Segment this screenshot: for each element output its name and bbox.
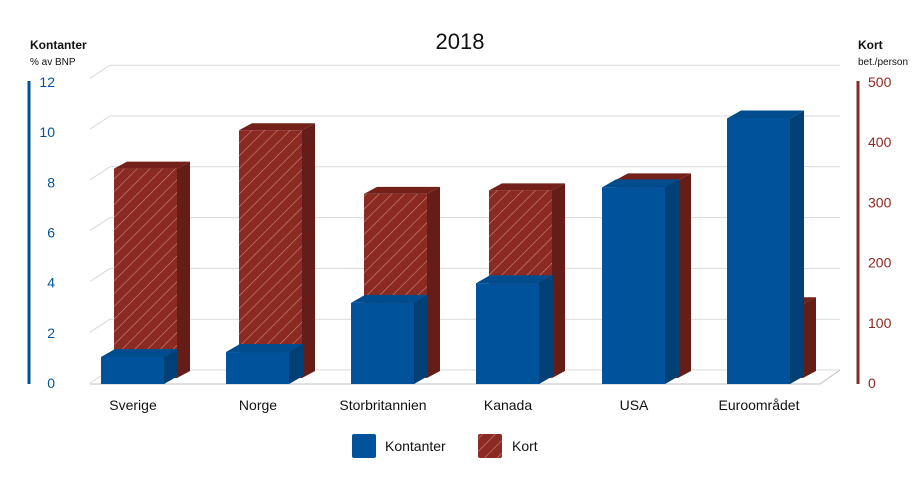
floor-line [90, 369, 841, 385]
bar-kontanter [727, 110, 804, 384]
bar-kontanter [101, 348, 178, 384]
bar-kontanter-top [476, 275, 553, 284]
bar-kontanter-front [101, 356, 164, 384]
right-axis-subtitle: bet./person [858, 57, 908, 68]
gridline-side [89, 318, 111, 333]
bar-kort [114, 161, 190, 378]
bar-kontanter [351, 294, 428, 384]
right-tick-label: 300 [868, 194, 892, 210]
legend-swatch-kort [478, 434, 502, 458]
left-tick-label: 10 [39, 124, 55, 140]
bar-kort-side [427, 186, 440, 378]
bar-kontanter-top [602, 179, 679, 188]
right-tick-label: 0 [868, 375, 876, 391]
left-tick-label: 2 [47, 325, 55, 341]
bar-kort-side [302, 123, 315, 378]
legend-swatch-kontanter [352, 434, 376, 458]
bar-kontanter-front [226, 352, 289, 384]
bar-kontanter [476, 275, 553, 384]
x-tick-label: Kanada [484, 397, 532, 413]
bar-kort-top [615, 173, 691, 181]
x-tick-label: Sverige [109, 397, 157, 413]
left-axis-subtitle: % av BNP [30, 57, 76, 68]
bar-kort-front [239, 130, 302, 378]
legend: Kontanter Kort [352, 434, 538, 458]
bar-kontanter-side [665, 179, 679, 384]
right-tick-label: 500 [868, 74, 892, 90]
left-tick-label: 6 [47, 225, 55, 241]
right-tick-label: 100 [868, 315, 892, 331]
gridline-side [89, 64, 111, 79]
legend-label-kontanter: Kontanter [385, 438, 446, 454]
left-tick-label: 0 [47, 375, 55, 391]
bar-kort-side [177, 161, 190, 378]
bar-kontanter-front [602, 187, 665, 384]
bar-kontanter-side [539, 275, 553, 384]
chart-title: 2018 [436, 29, 485, 54]
bar-kort-top [239, 123, 315, 131]
bar-kort-side [678, 173, 691, 378]
bar-kontanter-top [727, 110, 804, 119]
bar-kontanter-side [289, 344, 303, 384]
x-tick-label: Euroområdet [719, 397, 800, 413]
gridline-side [89, 217, 111, 232]
legend-label-kort: Kort [512, 438, 538, 454]
bar-kontanter-top [101, 348, 178, 357]
left-axis-title: Kontanter [30, 38, 87, 52]
bar-kontanter-front [351, 302, 414, 384]
right-tick-label: 400 [868, 134, 892, 150]
bar-kort-top [114, 161, 190, 169]
gridline-side [89, 166, 111, 181]
bar-kort-side [803, 297, 816, 378]
gridline-side [89, 115, 111, 130]
bar-kort [239, 123, 315, 378]
bar-kontanter-top [226, 344, 303, 353]
bar-kontanter [602, 179, 679, 384]
bar-kontanter [226, 344, 303, 384]
x-tick-label: Norge [239, 397, 277, 413]
bar-kort-top [489, 183, 565, 191]
bar-kontanter-top [351, 294, 428, 303]
bar-kontanter-front [476, 283, 539, 384]
left-tick-label: 8 [47, 174, 55, 190]
left-tick-label: 12 [39, 74, 55, 90]
x-tick-label: Storbritannien [339, 397, 426, 413]
x-tick-label: USA [620, 397, 649, 413]
right-tick-label: 200 [868, 255, 892, 271]
bar-kort-front [114, 168, 177, 378]
bar-kort-side [552, 183, 565, 378]
bar-kontanter-side [414, 294, 428, 384]
left-tick-label: 4 [47, 275, 55, 291]
gridline-side [89, 267, 111, 282]
bar-kontanter-front [727, 118, 790, 384]
bar-kontanter-side [164, 348, 178, 384]
bar-kort-top [364, 186, 440, 194]
bar-kontanter-side [790, 110, 804, 384]
right-axis-title: Kort [858, 38, 883, 52]
